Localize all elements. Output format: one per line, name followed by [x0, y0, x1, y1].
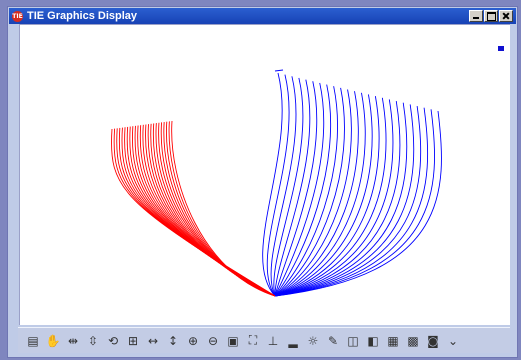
graphics-canvas[interactable]: [19, 24, 510, 325]
title-bar[interactable]: TIE TIE Graphics Display: [9, 8, 516, 24]
cube-front-icon[interactable]: ◫: [347, 333, 359, 348]
port-station-line: [121, 127, 276, 297]
deck-fragment: [274, 69, 284, 72]
starboard-station-line: [274, 104, 415, 297]
port-station-line: [163, 122, 276, 297]
port-station-line: [171, 120, 276, 297]
eraser-icon[interactable]: ✎: [327, 333, 339, 348]
port-station-line: [160, 122, 276, 297]
port-station-line: [158, 122, 276, 297]
starboard-station-line: [274, 109, 435, 297]
port-station-line: [168, 121, 276, 297]
port-station-line: [166, 121, 276, 297]
pan-hand-icon[interactable]: ✋: [45, 333, 61, 348]
app-logo-icon[interactable]: TIE: [12, 10, 23, 22]
starboard-station-line: [274, 92, 366, 297]
starboard-station-line: [274, 86, 338, 297]
pan-vertical-icon[interactable]: ⇳: [87, 333, 99, 348]
starboard-station-line: [274, 81, 318, 297]
starboard-station-line: [274, 79, 311, 297]
starboard-station-line: [274, 94, 373, 297]
graphics-window: TIE TIE Graphics Display ▤ ✋ ⇹ ⇳ ⟲ ⊞ ↔ ↕ ⊕ ⊖ ▣ ⛶ ⊥ ▂ ☼…: [7, 6, 518, 358]
window-title: TIE Graphics Display: [27, 10, 138, 22]
hull-body-plan: [111, 69, 442, 297]
port-station-line: [116, 128, 276, 297]
starboard-station-line: [273, 77, 304, 297]
starboard-station-line: [274, 99, 394, 297]
starboard-station-line: [274, 105, 422, 297]
zoom-window-icon[interactable]: ▣: [227, 333, 239, 348]
minimize-button[interactable]: [469, 10, 483, 22]
fit-icon[interactable]: ⊞: [127, 333, 139, 348]
starboard-station-line: [274, 107, 429, 297]
view-top-icon[interactable]: ▦: [387, 333, 399, 348]
maximize-button[interactable]: [484, 10, 498, 22]
more-chevron-icon[interactable]: ⌄: [447, 333, 459, 348]
rotate-icon[interactable]: ⟲: [107, 333, 119, 348]
starboard-station-line: [274, 97, 387, 297]
graphics-toolbar: ▤ ✋ ⇹ ⇳ ⟲ ⊞ ↔ ↕ ⊕ ⊖ ▣ ⛶ ⊥ ▂ ☼ ✎ ◫ ◧ ▦ ▩ ◙ ⌄: [18, 327, 510, 353]
starboard-station-line: [270, 76, 297, 297]
starboard-station-line: [274, 87, 345, 297]
starboard-station-line: [274, 110, 442, 297]
starboard-station-line: [274, 89, 352, 297]
pan-horizontal-icon[interactable]: ⇹: [67, 333, 79, 348]
view-marker-icon[interactable]: [498, 46, 504, 51]
cube-side-icon[interactable]: ◧: [367, 333, 379, 348]
port-station-line: [150, 123, 276, 297]
def-icon[interactable]: ▂: [288, 333, 298, 348]
view-iso-icon[interactable]: ▩: [407, 333, 419, 348]
light-icon[interactable]: ☼: [307, 333, 319, 348]
starboard-station-line: [262, 72, 283, 297]
stretch-vertical-icon[interactable]: ↕: [167, 333, 179, 348]
zoom-extents-icon[interactable]: ⛶: [248, 333, 258, 347]
camera-icon[interactable]: ◙: [427, 333, 439, 348]
starboard-station-line: [274, 101, 401, 297]
stretch-horizontal-icon[interactable]: ↔: [147, 333, 159, 348]
zoom-out-icon[interactable]: ⊖: [207, 333, 219, 348]
port-station-line: [152, 123, 276, 297]
port-station-line: [118, 127, 276, 297]
axes-icon[interactable]: ⊥: [267, 333, 279, 348]
starboard-station-line: [274, 91, 359, 297]
view-icon[interactable]: ▤: [27, 333, 39, 348]
port-station-line: [139, 125, 276, 297]
starboard-station-line: [274, 84, 331, 297]
zoom-in-icon[interactable]: ⊕: [187, 333, 199, 348]
port-station-line: [155, 123, 276, 297]
close-button[interactable]: [499, 10, 513, 22]
starboard-station-line: [274, 102, 408, 297]
starboard-station-line: [274, 82, 325, 297]
window-controls: [469, 10, 513, 22]
starboard-station-line: [274, 96, 380, 297]
starboard-station-line: [266, 74, 290, 297]
